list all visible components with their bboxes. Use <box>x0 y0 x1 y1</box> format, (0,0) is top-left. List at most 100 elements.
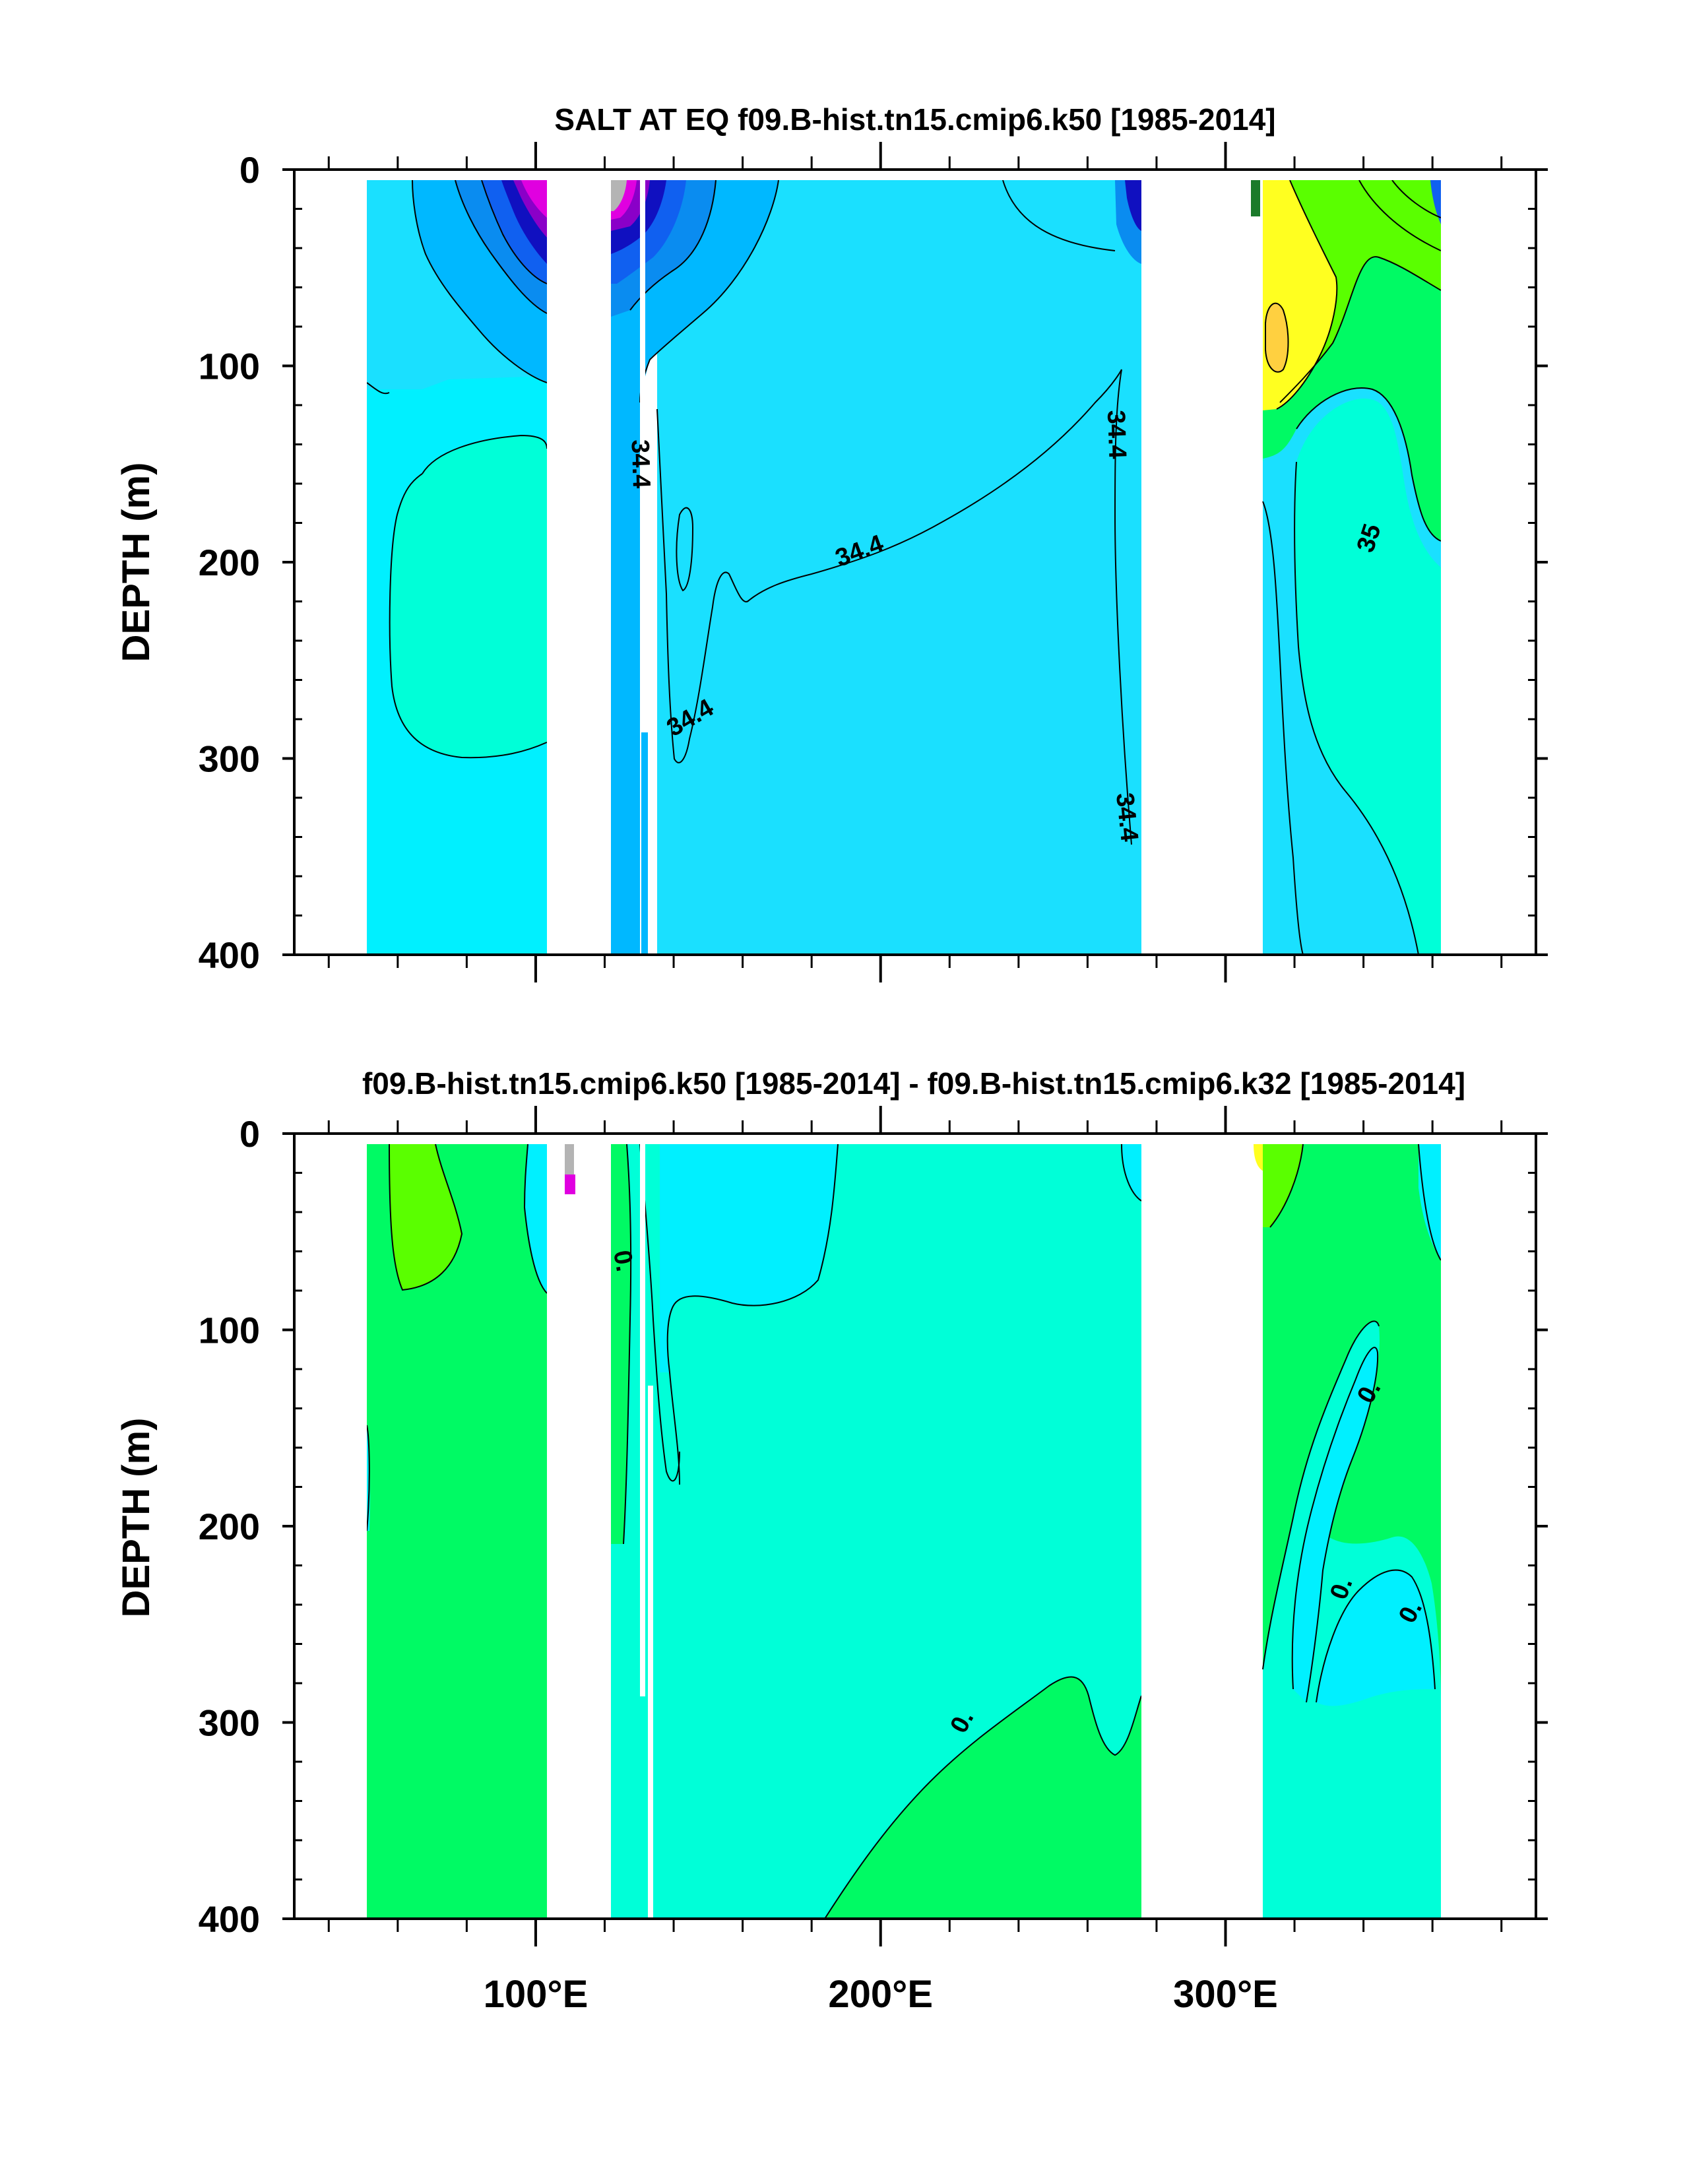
top-contour-34p4-a <box>656 369 1122 763</box>
top-contour-c <box>389 473 548 759</box>
top-contour-atl-1 <box>1276 179 1338 410</box>
top-ytick-label: 100 <box>199 346 260 387</box>
top-contour-atl-6 <box>1358 179 1442 251</box>
bot-region-lime-indian <box>389 1144 462 1290</box>
bot-region-cyan-atl-top <box>1418 1144 1441 1260</box>
bot-contour-atl-e <box>1418 1143 1442 1261</box>
bottom-xtick-label: 300°E <box>1173 1973 1278 2016</box>
bottom-title: f09.B-hist.tn15.cmip6.k50 [1985-2014] - … <box>362 1066 1465 1101</box>
bot-contour-atl-c <box>1262 1320 1380 1670</box>
top-ytick-label: 200 <box>199 542 260 583</box>
bot-contour-atl-a <box>1291 1347 1379 1703</box>
top-region-darkblue-epac <box>1125 180 1141 231</box>
bottom-contour-labels: 0.0.0.0.0. <box>608 1248 1428 1738</box>
top-land-7 <box>294 170 1536 180</box>
top-contour-d <box>412 179 548 383</box>
bot-region-cyan-indian-edge <box>525 1144 547 1293</box>
bottom-contour-label: 0. <box>608 1248 639 1274</box>
top-region-aqua-indian <box>389 435 547 758</box>
bottom-ytick-label: 0 <box>239 1113 260 1155</box>
bot-contour-c <box>366 1425 370 1531</box>
top-ytick-label: 0 <box>239 149 260 191</box>
bot-land-1c <box>565 1194 575 1919</box>
bot-land-2 <box>640 1134 645 1696</box>
top-contour-atl-4 <box>1294 461 1419 955</box>
top-contour-label: 34.4 <box>1110 792 1143 843</box>
top-fill-pacific <box>657 180 1141 955</box>
bottom-ytick-label: 200 <box>199 1506 260 1547</box>
bottom-ytick-label: 100 <box>199 1310 260 1351</box>
top-region-blue-atl-edge <box>1430 180 1441 224</box>
bottom-ytick-label: 300 <box>199 1702 260 1744</box>
bot-land-1b <box>575 1134 611 1919</box>
top-region-gold-atl <box>1265 303 1289 372</box>
top-contour-loop <box>676 507 694 592</box>
top-land-6 <box>1441 170 1536 955</box>
bot-land-4 <box>1141 1134 1251 1919</box>
top-contour-atl-2 <box>1279 256 1442 403</box>
top-land-4 <box>1141 170 1251 955</box>
bottom-ticks: 0 100 200 300 400 100°E 200°E 300°E <box>199 1106 1548 2016</box>
bot-region-green-strait <box>611 1144 631 1544</box>
top-contour-atl-5 <box>1262 501 1304 955</box>
top-contour-label: 34.4 <box>625 439 655 488</box>
bottom-ylabel: DEPTH (m) <box>115 1418 158 1618</box>
bottom-xtick-label: 200°E <box>828 1973 933 2016</box>
bot-fill-indian <box>367 1144 547 1919</box>
top-region-gray-pac <box>611 180 627 211</box>
bot-region-green-pac-deep <box>825 1677 1141 1919</box>
top-title: SALT AT EQ f09.B-hist.tn15.cmip6.k50 [19… <box>554 102 1275 137</box>
top-contour-gold <box>1265 302 1289 373</box>
bot-contour-g <box>824 1676 1142 1919</box>
bottom-ytick-label: 400 <box>199 1898 260 1940</box>
bottom-field <box>366 1143 1442 1919</box>
top-contour-i <box>1002 179 1116 251</box>
top-region-aqua-atl <box>1294 399 1441 955</box>
top-contour-b <box>422 434 548 474</box>
top-panel: SALT AT EQ f09.B-hist.tn15.cmip6.k50 [19… <box>115 102 1548 982</box>
top-contour-atl-7 <box>1391 179 1442 218</box>
bot-region-cyan-pac-east <box>1122 1144 1141 1201</box>
top-contour-label: 34.4 <box>1102 410 1131 459</box>
bot-region-magenta-strait <box>565 1174 575 1194</box>
top-land-3 <box>648 416 653 955</box>
bot-land-3 <box>648 1386 653 1919</box>
bot-region-lime-atl <box>1263 1144 1303 1227</box>
top-ticks: 0 100 200 300 400 <box>199 142 1548 982</box>
top-contour-a <box>366 382 390 395</box>
bot-contour-d <box>623 1143 632 1545</box>
top-region-magenta-indian <box>521 180 547 218</box>
top-field <box>366 179 1442 955</box>
bot-contour-atl-d <box>1269 1143 1304 1228</box>
bot-region-gray-strait <box>564 1144 574 1174</box>
bot-land-5 <box>294 1134 367 1919</box>
top-land-5 <box>294 170 367 955</box>
top-contour-34p4-b <box>1114 369 1132 845</box>
top-land-2 <box>640 170 645 732</box>
top-contour-atl-3 <box>1296 387 1442 542</box>
bot-contour-e <box>639 1143 680 1482</box>
bot-contour-b <box>523 1143 548 1294</box>
bot-contour-h <box>1121 1143 1142 1202</box>
bot-contour-atl-b <box>1316 1569 1436 1703</box>
bottom-xtick-label: 100°E <box>484 1973 589 2016</box>
top-land-1 <box>547 170 611 955</box>
bot-region-cyan-pac <box>660 1144 838 1372</box>
bot-contour-a <box>389 1143 463 1291</box>
bot-region-cyan-atl-inner <box>1292 1347 1378 1702</box>
top-fill-strait-narrow <box>641 732 648 955</box>
bot-land-1 <box>547 1134 565 1919</box>
top-ytick-label: 400 <box>199 934 260 976</box>
bot-land-6 <box>1441 1134 1536 1919</box>
bottom-panel: f09.B-hist.tn15.cmip6.k50 [1985-2014] - … <box>115 1066 1548 2016</box>
bot-land-7 <box>294 1134 1536 1144</box>
top-ylabel: DEPTH (m) <box>115 463 158 662</box>
top-ytick-label: 300 <box>199 738 260 780</box>
bot-region-cyan-atl-inner2 <box>1316 1570 1435 1706</box>
top-fill-indo-strait <box>611 396 640 955</box>
top-contour-f <box>481 179 548 284</box>
bot-contour-f <box>666 1143 839 1485</box>
top-contour-e <box>455 179 548 314</box>
top-region-darkgreen-atl <box>1251 180 1260 216</box>
